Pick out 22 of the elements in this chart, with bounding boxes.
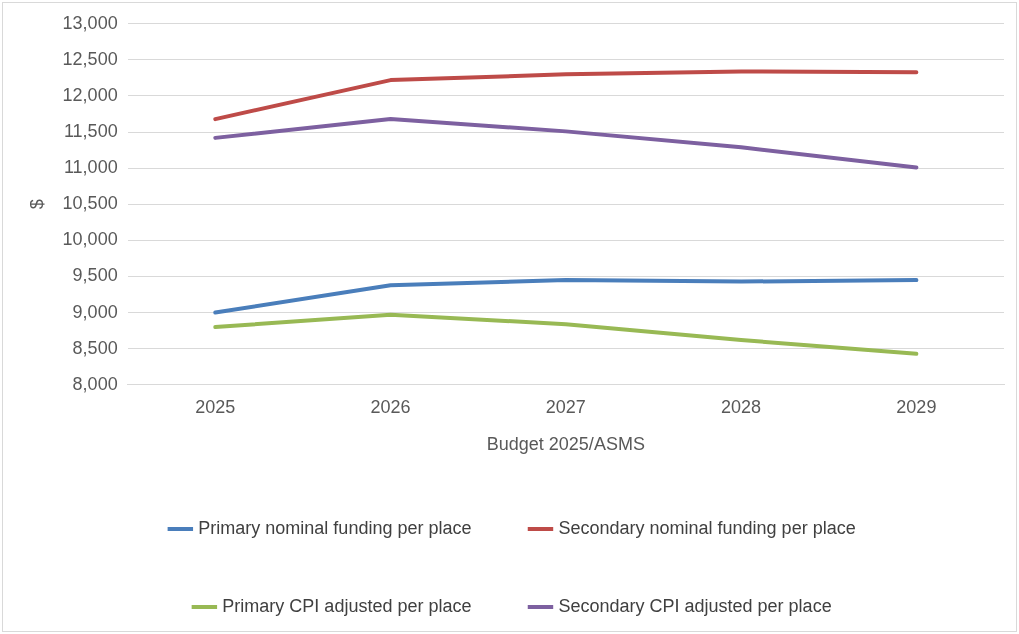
legend-label: Secondary nominal funding per place (558, 517, 856, 538)
x-tick-label: 2027 (545, 396, 586, 417)
y-tick-label: 9,500 (72, 265, 118, 286)
y-axis-title: $ (26, 199, 47, 210)
x-tick-label: 2026 (370, 396, 411, 417)
legend-label: Primary CPI adjusted per place (222, 595, 472, 616)
y-tick-label: 10,500 (62, 193, 118, 214)
x-tick-label: 2025 (195, 396, 236, 417)
y-tick-label: 8,000 (72, 373, 118, 394)
y-tick-label: 12,000 (62, 84, 118, 105)
x-tick-label: 2028 (721, 396, 762, 417)
legend-label: Primary nominal funding per place (198, 517, 472, 538)
x-axis-title: Budget 2025/ASMS (486, 434, 645, 455)
y-tick-label: 10,000 (62, 229, 118, 250)
y-tick-label: 8,500 (72, 337, 118, 358)
y-tick-label: 11,000 (63, 157, 118, 178)
y-tick-label: 13,000 (62, 12, 118, 33)
x-tick-label: 2029 (896, 396, 937, 417)
legend-label: Secondary CPI adjusted per place (558, 595, 832, 616)
y-tick-label: 12,500 (62, 48, 118, 69)
y-tick-label: 9,000 (72, 301, 118, 322)
y-tick-label: 11,500 (63, 121, 118, 142)
